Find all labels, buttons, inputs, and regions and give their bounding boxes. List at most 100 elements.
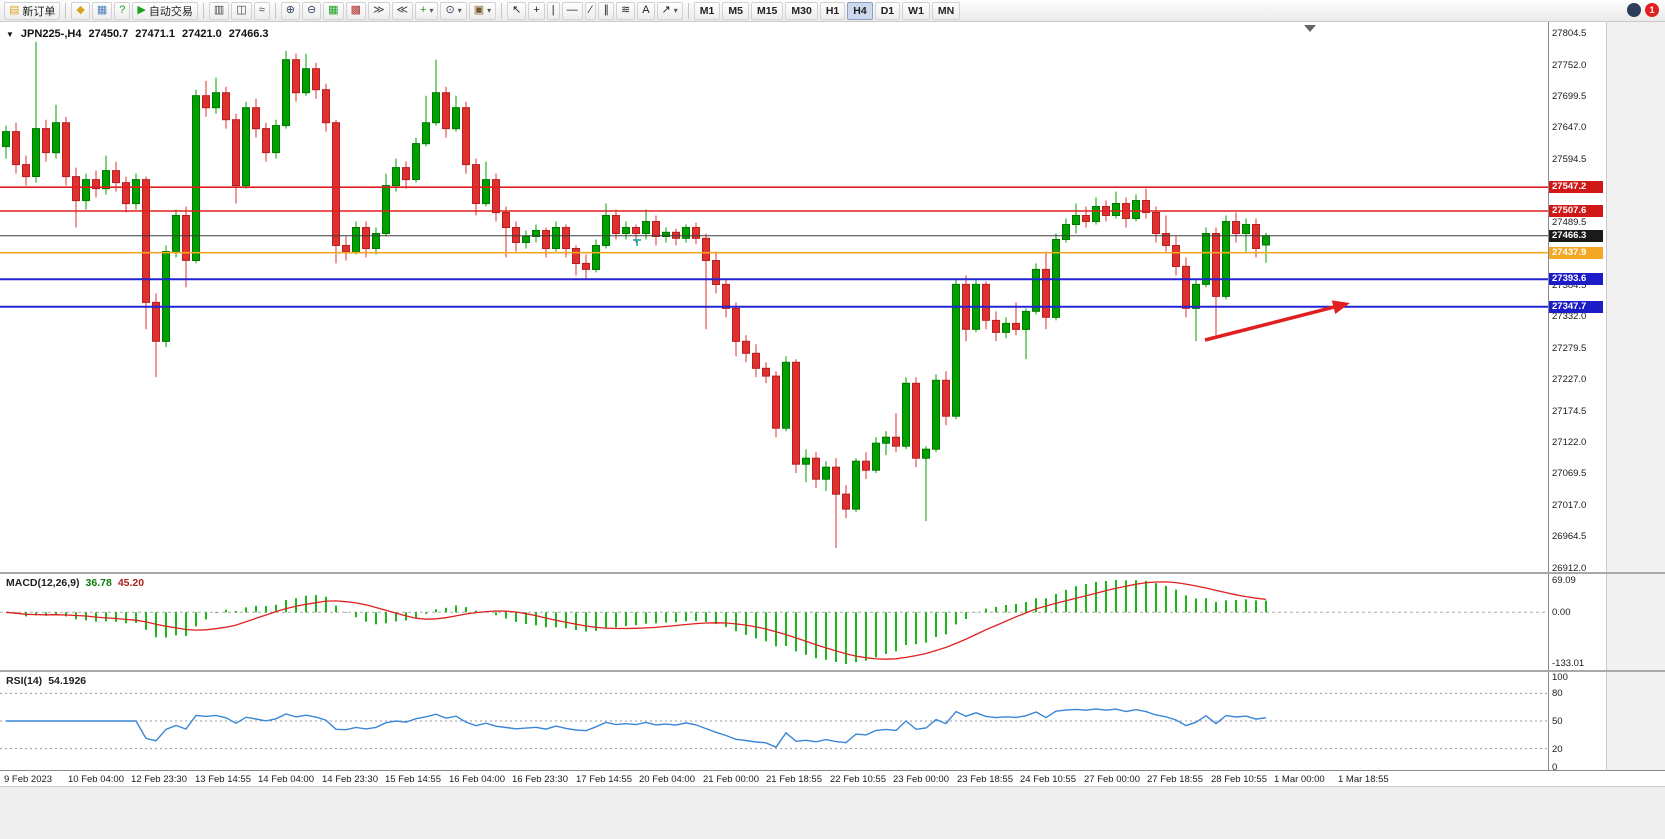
zoom-in-button[interactable]: ⊕ (280, 1, 300, 20)
help-button[interactable]: ? (114, 1, 131, 20)
timeframe-h4-button[interactable]: H4 (847, 1, 873, 20)
rsi-panel: RSI(14) 54.1926 100 80 50 20 0 (0, 672, 1665, 773)
time-axis-label: 12 Feb 23:30 (131, 774, 187, 785)
vertical-line-button[interactable]: | (546, 1, 560, 20)
community-icon[interactable] (1627, 3, 1641, 17)
horizontal-line-button[interactable]: — (561, 1, 583, 20)
rsi-plot[interactable] (0, 672, 1548, 770)
channel-button[interactable]: ∥ (598, 1, 614, 20)
ohlc-high: 27471.1 (135, 28, 175, 40)
time-axis-label: 15 Feb 14:55 (385, 774, 441, 785)
timeframe-mn-button[interactable]: MN (931, 1, 961, 20)
time-axis-label: 27 Feb 00:00 (1084, 774, 1140, 785)
rsi-axis-label: 50 (1552, 716, 1563, 727)
timeframe-w1-button[interactable]: W1 (902, 1, 930, 20)
help-icon: ? (119, 4, 126, 16)
time-axis-label: 14 Feb 23:30 (322, 774, 378, 785)
chart-shift-button[interactable]: ≪ (391, 1, 414, 20)
timeframe-m30-button[interactable]: M30 (785, 1, 818, 20)
candles (2, 41, 1270, 548)
chart-title: ▼ JPN225-,H4 27450.7 27471.1 27421.0 274… (6, 28, 269, 40)
auto-scroll-button[interactable]: ≫ (367, 1, 390, 20)
new-chart-button[interactable]: ▩ (345, 1, 366, 20)
time-axis-label: 23 Feb 00:00 (893, 774, 949, 785)
ohlc-low: 27421.0 (182, 28, 222, 40)
time-axis-label: 1 Mar 18:55 (1338, 774, 1389, 785)
price-axis-label: 27594.5 (1552, 154, 1587, 165)
caret-down-icon: ▾ (457, 6, 462, 15)
toolbar: ▤ 新订单 ◆ ▦? ▶ 自动交易 ▥ ◫ ≈ ⊕ ⊖ ▦ ▩ ≫ ≪ + ▾ ⊙ ▾ ▣ ▾ ↖ + | — ∕ ∥ ≋ A ↗ ▾ M1 M… (0, 0, 1665, 22)
toolbar-right: 1 (1627, 3, 1659, 17)
tile-windows-icon: ▦ (328, 4, 339, 16)
price-axis-label: 27174.5 (1552, 406, 1587, 417)
auto-trading-button[interactable]: ▶ 自动交易 (132, 1, 198, 20)
trendline-button[interactable]: ∕ (584, 1, 597, 20)
time-axis[interactable]: 9 Feb 2023 10 Feb 04:00 12 Feb 23:30 13 Feb… (0, 770, 1665, 786)
macd-axis-min: -133.01 (1552, 658, 1585, 669)
timeframe-m15-button[interactable]: M15 (750, 1, 784, 20)
bar-chart-button[interactable]: ▥ (208, 1, 230, 20)
auto-scroll-icon: ≫ (372, 4, 385, 16)
timeframe-m5-button[interactable]: M5 (722, 1, 749, 20)
line-chart-icon: ≈ (258, 4, 265, 16)
price-axis-label: 27227.0 (1552, 374, 1587, 385)
price-axis-label: 26912.0 (1552, 563, 1587, 574)
new-order-button-label: 新订单 (22, 5, 56, 18)
crosshair-button[interactable]: + (528, 1, 545, 20)
fibonacci-button[interactable]: ≋ (615, 1, 636, 20)
time-axis-label: 16 Feb 23:30 (512, 774, 568, 785)
time-axis-label: 28 Feb 10:55 (1211, 774, 1267, 785)
object-marker[interactable] (633, 239, 641, 246)
price-axis-label: 27752.0 (1552, 60, 1587, 71)
ohlc-open: 27450.7 (88, 28, 129, 40)
zoom-out-button[interactable]: ⊖ (301, 1, 322, 20)
chart-shift-marker[interactable] (1304, 25, 1316, 32)
line-chart-button[interactable]: ≈ (253, 1, 270, 20)
rsi-axis-label: 100 (1552, 672, 1568, 683)
panel-splitter[interactable] (0, 572, 1665, 574)
macd-plot-area: MACD(12,26,9) 36.78 45.20 (0, 574, 1548, 670)
macd-axis-zero: 0.00 (1552, 607, 1571, 618)
ohlc-close: 27466.3 (228, 28, 269, 40)
candlestick-chart-button[interactable]: ◫ (231, 1, 252, 20)
notification-badge[interactable]: 1 (1645, 3, 1659, 17)
cursor-button[interactable]: ↖ (507, 1, 527, 20)
auto-trading-button-label: 自动交易 (148, 5, 193, 18)
rsi-levels (0, 692, 1548, 750)
indicators-button[interactable]: + ▾ (415, 1, 439, 20)
candlestick-plot[interactable] (0, 22, 1548, 572)
crosshair-icon: + (533, 4, 540, 16)
quotes-button[interactable]: ◆ (71, 1, 90, 20)
arrows-button[interactable]: ↗ ▾ (656, 1, 683, 20)
macd-scale: 69.09 0.00 -133.01 (1548, 574, 1606, 670)
trend-arrow-annotation[interactable] (1204, 300, 1350, 342)
panel-splitter[interactable] (0, 670, 1665, 672)
rsi-value: 54.1926 (48, 675, 87, 687)
time-axis-label: 17 Feb 14:55 (576, 774, 632, 785)
timeframe-m1-button[interactable]: M1 (693, 1, 721, 20)
time-axis-label: 14 Feb 04:00 (258, 774, 314, 785)
time-axis-label: 23 Feb 18:55 (957, 774, 1013, 785)
timeframe-h1-button[interactable]: H1 (819, 1, 846, 20)
price-tag: 27547.2 (1549, 181, 1603, 193)
text-icon: A (642, 4, 650, 16)
toolbar-separator (65, 2, 67, 19)
macd-plot[interactable] (0, 574, 1548, 670)
periods-button[interactable]: ⊙ ▾ (440, 1, 467, 20)
price-scale[interactable]: 27804.527752.027699.527647.027594.527542… (1548, 22, 1606, 574)
bar-chart-icon: ▥ (213, 4, 225, 16)
right-gutter (1606, 574, 1665, 670)
timeframe-d1-button[interactable]: D1 (874, 1, 901, 20)
market-watch-button[interactable]: ▦ (91, 1, 113, 20)
templates-button[interactable]: ▣ ▾ (468, 1, 497, 20)
macd-value-signal: 45.20 (117, 577, 145, 589)
new-order-button[interactable]: ▤ 新订单 (4, 1, 61, 20)
candlestick-chart-icon: ◫ (236, 4, 247, 16)
rsi-scale: 100 80 50 20 0 (1548, 672, 1606, 773)
tile-windows-button[interactable]: ▦ (323, 1, 344, 20)
macd-value-main: 36.78 (85, 577, 112, 589)
chart-menu-triangle-icon[interactable]: ▼ (6, 29, 14, 39)
macd-panel: MACD(12,26,9) 36.78 45.20 69.09 0.00 -133.… (0, 574, 1665, 670)
text-button[interactable]: A (637, 1, 655, 20)
price-axis-label: 27279.5 (1552, 343, 1587, 354)
